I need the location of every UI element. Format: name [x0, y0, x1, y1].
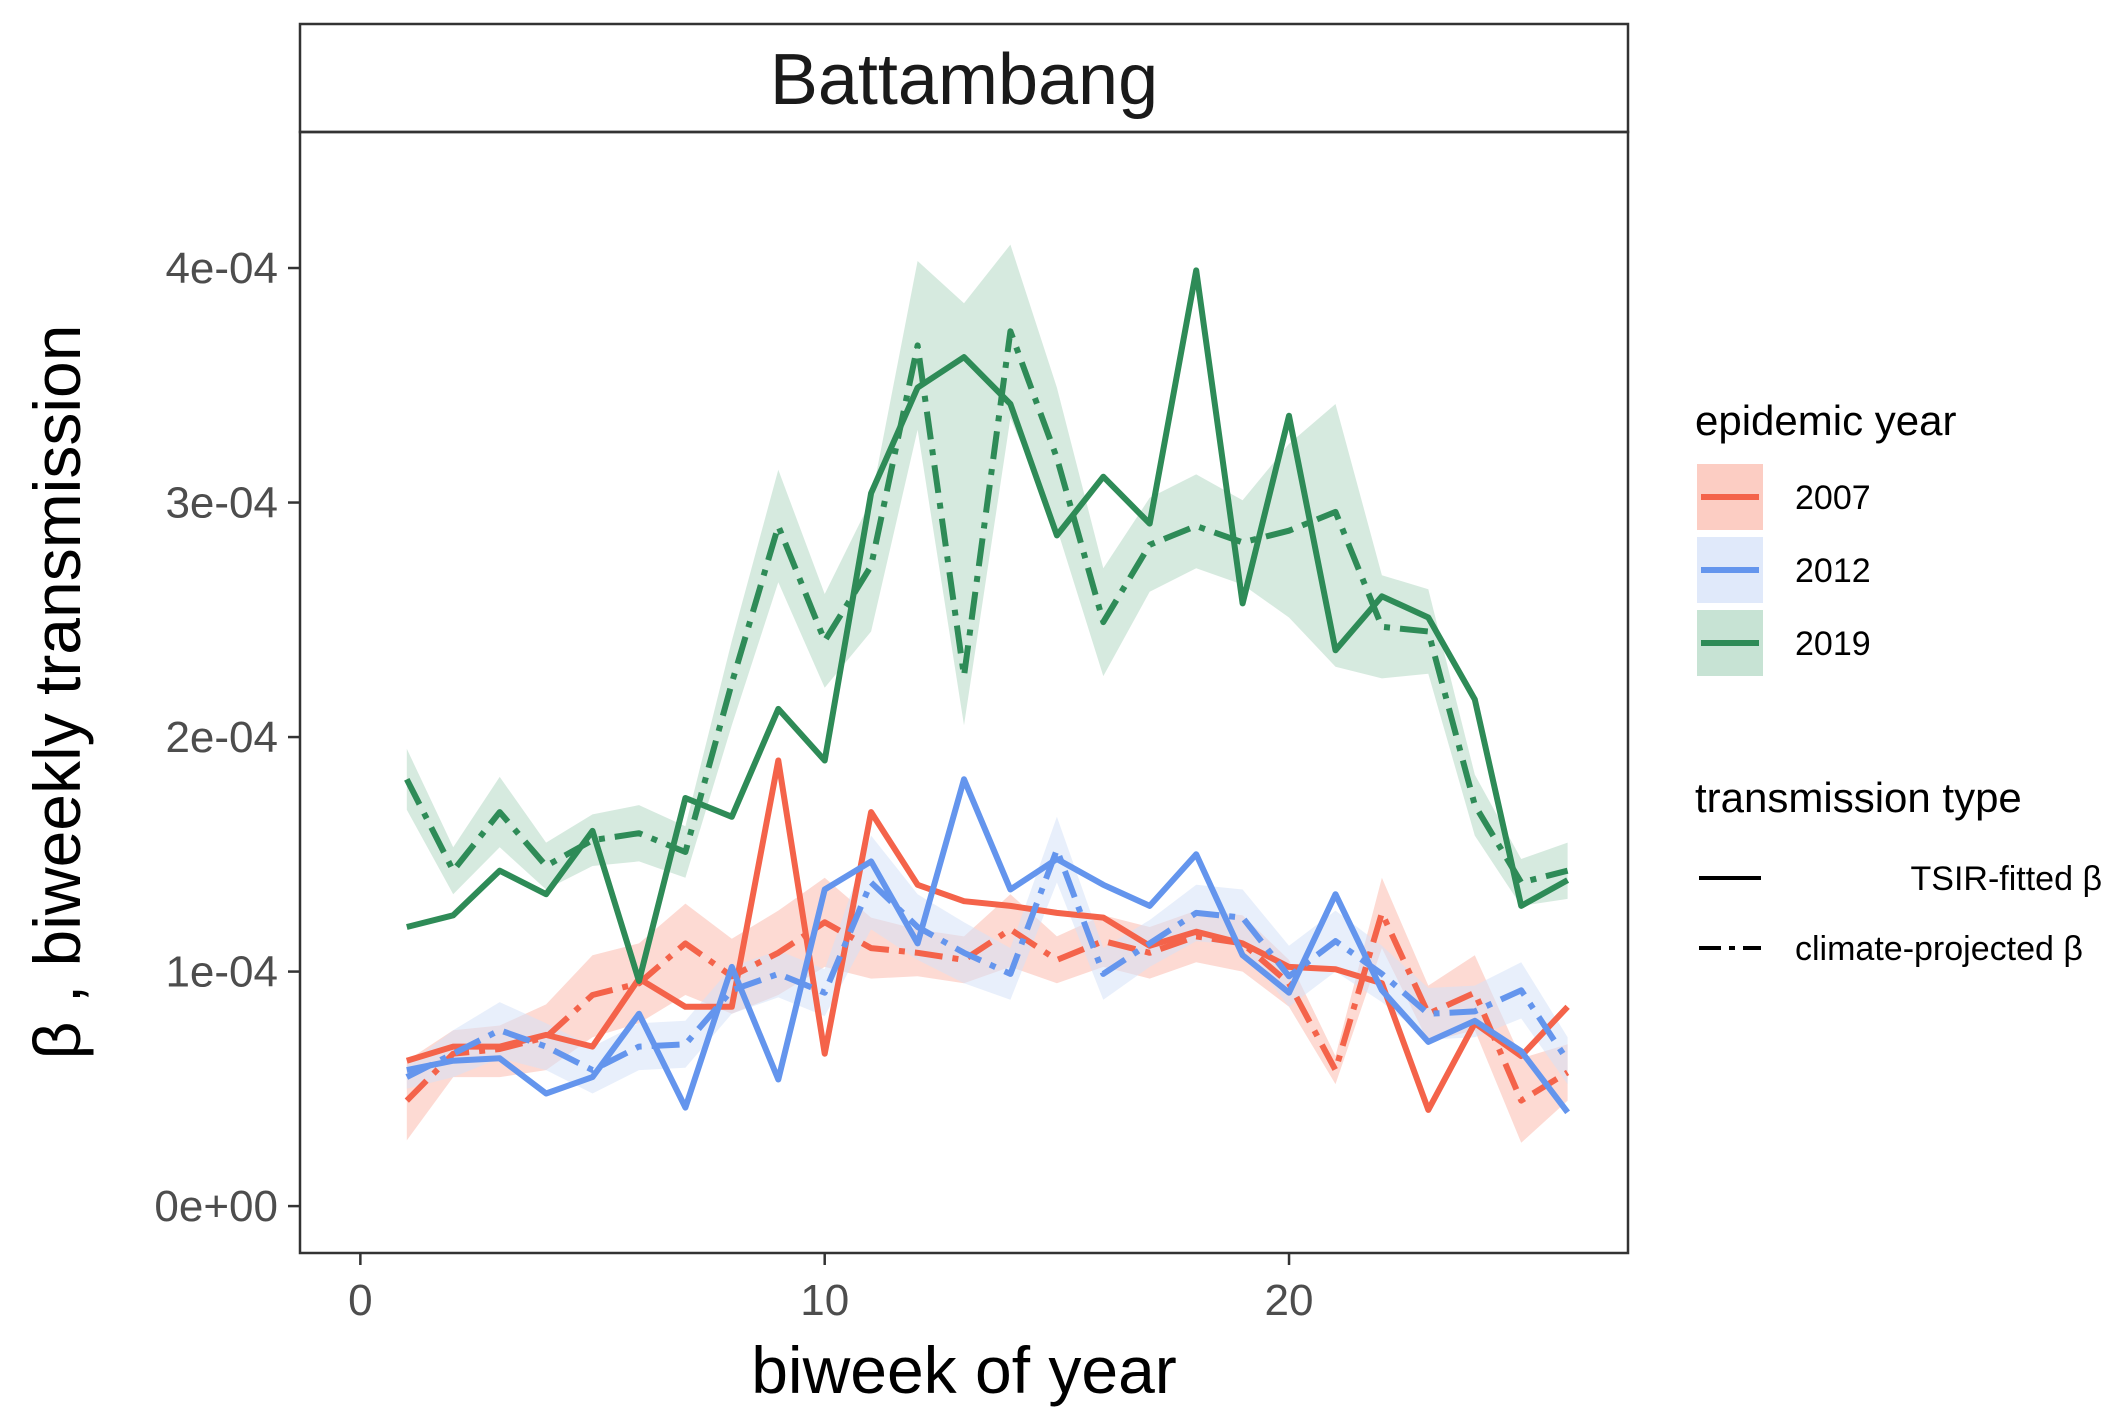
x-tick-label: 0	[348, 1276, 372, 1325]
legend-label-2012: 2012	[1795, 552, 1871, 590]
legend: epidemic year 2007 2012 2019 transmission …	[1695, 397, 2102, 968]
legend-color-title: epidemic year	[1695, 397, 1956, 444]
facet-title: Battambang	[770, 40, 1158, 120]
legend-label-2019: 2019	[1795, 625, 1871, 663]
x-tick-label: 20	[1265, 1276, 1314, 1325]
legend-label-2007: 2007	[1795, 479, 1871, 517]
y-tick-label: 3e-04	[165, 479, 278, 528]
y-tick-label: 1e-04	[165, 948, 278, 997]
panel-border	[298, 130, 1630, 1255]
y-tick-label: 4e-04	[165, 244, 278, 293]
ribbon-2019	[406, 244, 1568, 906]
facet-strip	[298, 22, 1630, 134]
y-axis: 0e+00 1e-04 2e-04 3e-04 4e-04	[154, 244, 300, 1231]
line-fitted-2012	[406, 776, 1570, 1115]
y-axis-title: β , biweekly transmission	[20, 325, 94, 1060]
legend-linetype-title: transmission type	[1695, 774, 2022, 821]
legend-linetype-label-1: climate-projected β	[1795, 930, 2083, 968]
line-layer	[404, 267, 1571, 1115]
legend-linetype-label-0: TSIR-fitted β	[1911, 860, 2102, 898]
line-projected-2007	[404, 909, 1570, 1104]
ribbon-2012	[406, 816, 1568, 1094]
x-axis: 0 10 20	[348, 1253, 1314, 1325]
x-tick-label: 10	[800, 1276, 849, 1325]
line-fitted-2019	[406, 267, 1570, 984]
y-tick-label: 0e+00	[154, 1182, 278, 1231]
ribbon-2007	[406, 877, 1568, 1143]
y-tick-label: 2e-04	[165, 713, 278, 762]
x-axis-title: biweek of year	[751, 1333, 1177, 1407]
